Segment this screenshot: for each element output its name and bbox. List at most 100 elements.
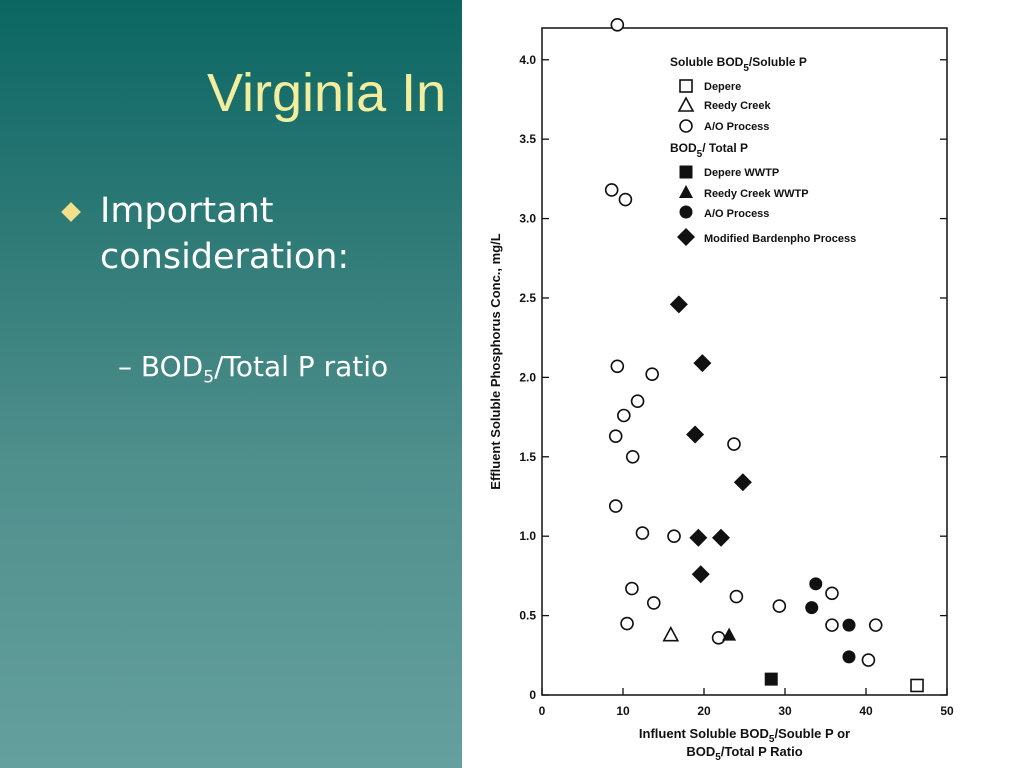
data-point-a-o-process <box>608 499 623 513</box>
data-point-a-o-process <box>861 653 876 667</box>
legend-item-modified-bardenpho: Modified Bardenpho Process <box>677 228 856 246</box>
data-point-modified-bardenpho-process <box>691 565 710 584</box>
bullet-text: Important consideration: <box>100 191 350 277</box>
legend-label-reedy-creek: Reedy Creek <box>704 100 772 112</box>
data-point-modified-bardenpho-process <box>669 295 688 314</box>
x-tick-label: 30 <box>778 704 792 718</box>
legend-item-ao-process-total: A/O Process <box>679 205 769 220</box>
chart-panel: 0 0.5 1.0 1.5 2.0 2.5 3.0 3.5 4.0 0 10 20 30 40 50 Ef… <box>462 0 1024 768</box>
sub-bullet-dash: – <box>118 350 132 383</box>
data-point-modified-bardenpho-process <box>712 528 731 547</box>
legend-marker-a-o-process <box>679 119 693 133</box>
x-axis-title-line2-pre: BOD <box>686 744 715 759</box>
data-point-reedy-creek-wwtp <box>722 627 737 641</box>
data-point-a-o-process <box>635 526 650 540</box>
x-tick-label: 40 <box>859 704 873 718</box>
data-point-modified-bardenpho-process <box>693 354 712 373</box>
data-point-a-o-process <box>617 408 631 423</box>
legend-group1-pre: Soluble BOD <box>670 55 744 69</box>
legend-group1-title: Soluble BOD5/Soluble P <box>670 55 807 74</box>
legend-group2-pre: BOD <box>670 141 697 155</box>
data-point-modified-bardenpho-process <box>689 528 708 547</box>
x-axis-title-line1-post: /Souble P or <box>774 726 850 741</box>
data-point-a-o-process <box>772 599 787 613</box>
data-point-a-o-process <box>610 18 625 32</box>
sub-bullet-subscript: 5 <box>203 367 215 388</box>
data-points <box>604 18 924 693</box>
y-tick-label: 0 <box>529 688 536 702</box>
legend-marker-a-o-process <box>679 205 693 219</box>
legend-label-depere: Depere <box>704 81 741 93</box>
data-point-a-o-process <box>805 601 819 615</box>
data-point-a-o-process <box>842 650 856 664</box>
legend: Soluble BOD5/Soluble P Depere Reedy Cree… <box>670 55 856 246</box>
y-axis-title: Effluent Soluble Phosphorus Conc., mg/L <box>488 233 503 489</box>
diamond-bullet-icon <box>61 202 81 222</box>
legend-item-reedy-creek: Reedy Creek <box>677 96 772 112</box>
data-point-a-o-process <box>667 529 681 543</box>
x-axis-title-line1: Influent Soluble BOD5/Souble P or <box>639 726 850 745</box>
legend-label-ao-process-soluble: A/O Process <box>704 121 769 133</box>
x-tick-labels: 0 10 20 30 40 50 <box>539 704 954 718</box>
data-point-depere-wwtp <box>764 672 778 686</box>
data-point-a-o-process <box>645 367 659 382</box>
y-tick-label: 2.0 <box>519 370 536 384</box>
data-point-a-o-process <box>729 589 744 604</box>
data-point-a-o-process <box>868 618 883 632</box>
data-point-a-o-process <box>625 581 639 596</box>
x-axis-title-line1-pre: Influent Soluble BOD <box>639 726 769 741</box>
legend-item-reedy-creek-wwtp: Reedy Creek WWTP <box>679 185 809 200</box>
data-point-a-o-process <box>625 449 640 464</box>
y-tick-label: 2.5 <box>519 291 536 305</box>
legend-marker-reedy-creek <box>677 96 695 112</box>
data-point-a-o-process <box>809 577 823 591</box>
y-tick-label: 1.5 <box>519 450 536 464</box>
chart-ticks <box>541 59 948 696</box>
y-tick-label: 4.0 <box>519 53 536 67</box>
data-point-a-o-process <box>711 631 726 645</box>
legend-group1-post: /Soluble P <box>749 55 807 69</box>
data-point-modified-bardenpho-process <box>733 473 752 492</box>
data-point-a-o-process <box>610 359 625 374</box>
sub-bullet-text-pre: BOD <box>140 350 204 383</box>
data-point-a-o-process <box>646 596 661 610</box>
legend-marker-modified-bardenpho-process <box>677 228 695 246</box>
x-axis-title-line2-sub: 5 <box>715 752 721 763</box>
legend-item-ao-process-soluble: A/O Process <box>679 119 769 133</box>
sub-bullet: – BOD5/Total P ratio <box>118 350 388 388</box>
data-point-a-o-process <box>630 394 645 409</box>
data-point-a-o-process <box>618 192 633 207</box>
x-tick-label: 20 <box>697 704 711 718</box>
legend-label-depere-wwtp: Depere WWTP <box>704 167 779 179</box>
slide-title: Virginia In <box>207 63 447 123</box>
data-point-a-o-process <box>842 618 856 632</box>
data-point-modified-bardenpho-process <box>686 425 705 444</box>
legend-marker-depere-wwtp <box>679 165 693 179</box>
y-tick-label: 1.0 <box>519 529 536 543</box>
y-tick-label: 0.5 <box>519 609 536 623</box>
x-tick-label: 50 <box>940 704 954 718</box>
legend-item-depere: Depere <box>679 79 741 93</box>
data-point-reedy-creek <box>662 625 680 642</box>
bullet-item: Important consideration: <box>61 188 420 280</box>
legend-label-ao-process-total: A/O Process <box>704 208 769 220</box>
legend-marker-reedy-creek-wwtp <box>679 185 693 198</box>
x-tick-label: 0 <box>539 704 546 718</box>
data-point-depere <box>910 678 924 693</box>
x-axis-title-line1-sub: 5 <box>769 734 775 745</box>
x-axis-title-line2-post: /Total P Ratio <box>721 744 803 759</box>
data-point-a-o-process <box>608 429 623 443</box>
legend-group2-title: BOD5/ Total P <box>670 141 748 160</box>
data-point-a-o-process <box>727 437 741 451</box>
x-tick-label: 10 <box>616 704 630 718</box>
scatter-chart: 0 0.5 1.0 1.5 2.0 2.5 3.0 3.5 4.0 0 10 20 30 40 50 Ef… <box>488 18 954 763</box>
sub-bullet-text-post: /Total P ratio <box>214 350 389 383</box>
y-tick-labels: 0 0.5 1.0 1.5 2.0 2.5 3.0 3.5 4.0 <box>519 53 536 702</box>
plot-frame <box>541 27 948 696</box>
legend-group2-sub: 5 <box>697 149 703 160</box>
y-tick-label: 3.5 <box>519 132 536 146</box>
legend-label-reedy-creek-wwtp: Reedy Creek WWTP <box>704 188 809 200</box>
data-point-a-o-process <box>604 183 619 197</box>
data-point-a-o-process <box>620 616 634 631</box>
